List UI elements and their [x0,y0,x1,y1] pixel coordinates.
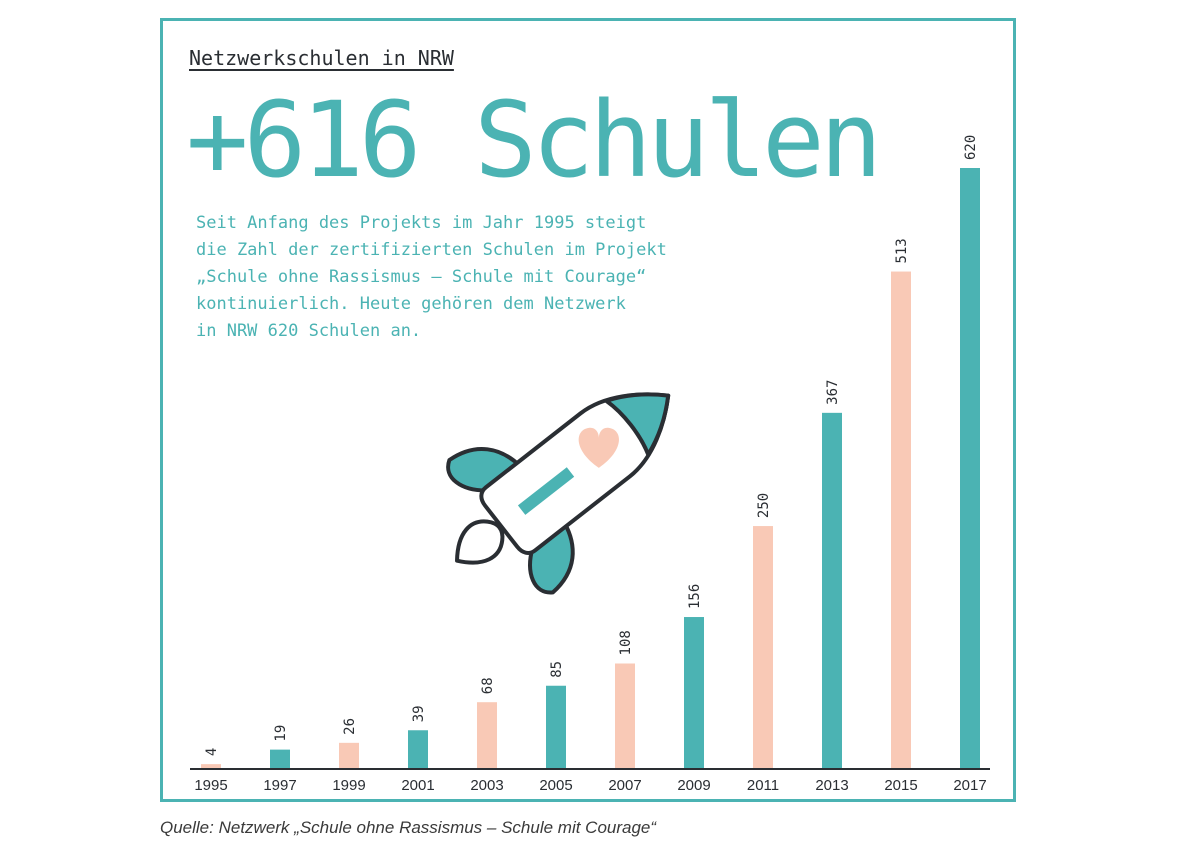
rocket-icon [446,392,671,595]
data-label: 513 [894,238,910,263]
x-tick-label: 2003 [470,777,503,794]
data-label: 19 [273,725,289,742]
bar-2015 [891,271,911,768]
x-tick-label: 2015 [884,777,917,794]
headline: +616 Schulen [186,79,882,201]
description-line: „Schule ohne Rassismus – Schule mit Cour… [196,267,647,287]
description-line: die Zahl der zertifizierten Schulen im P… [196,240,667,260]
data-label: 620 [963,135,979,160]
x-tick-label: 2007 [608,777,641,794]
bar-2003 [477,702,497,768]
bar-2013 [822,412,842,768]
bar-2011 [753,526,773,768]
bar-2009 [684,617,704,768]
bar-2001 [408,730,428,768]
description: Seit Anfang des Projekts im Jahr 1995 st… [196,210,716,345]
bar-1995 [201,764,221,768]
data-label: 85 [549,661,565,678]
x-tick-label: 1999 [332,777,365,794]
description-line: Seit Anfang des Projekts im Jahr 1995 st… [196,213,647,233]
data-label: 26 [342,718,358,735]
x-tick-label: 1995 [194,777,227,794]
data-label: 156 [687,584,703,609]
bar-1997 [270,749,290,768]
chart-header: Netzwerkschulen in NRW [189,46,454,70]
data-label: 108 [618,630,634,655]
x-tick-label: 2009 [677,777,710,794]
x-tick-label: 2005 [539,777,572,794]
x-tick-label: 1997 [263,777,296,794]
bar-2005 [546,685,566,768]
chart-frame [160,18,1016,802]
data-label: 4 [204,748,220,756]
bar-2017 [960,168,980,768]
data-label: 68 [480,677,496,694]
data-label: 39 [411,705,427,722]
x-tick-label: 2011 [747,777,779,794]
x-tick-label: 2001 [401,777,434,794]
bar-1999 [339,742,359,768]
bar-2007 [615,663,635,768]
source-note: Quelle: Netzwerk „Schule ohne Rassismus … [160,818,657,837]
labels-group: 4 1995 19 1997 26 1999 39 2001 68 2003 85 2005 108 20… [194,135,986,794]
description-line: in NRW 620 Schulen an. [196,321,422,341]
x-tick-label: 2013 [815,777,848,794]
description-line: kontinuierlich. Heute gehören dem Netzwe… [196,294,626,314]
bars-group [201,168,980,768]
data-label: 250 [756,493,772,518]
x-tick-label: 2017 [953,777,986,794]
data-label: 367 [825,380,841,405]
